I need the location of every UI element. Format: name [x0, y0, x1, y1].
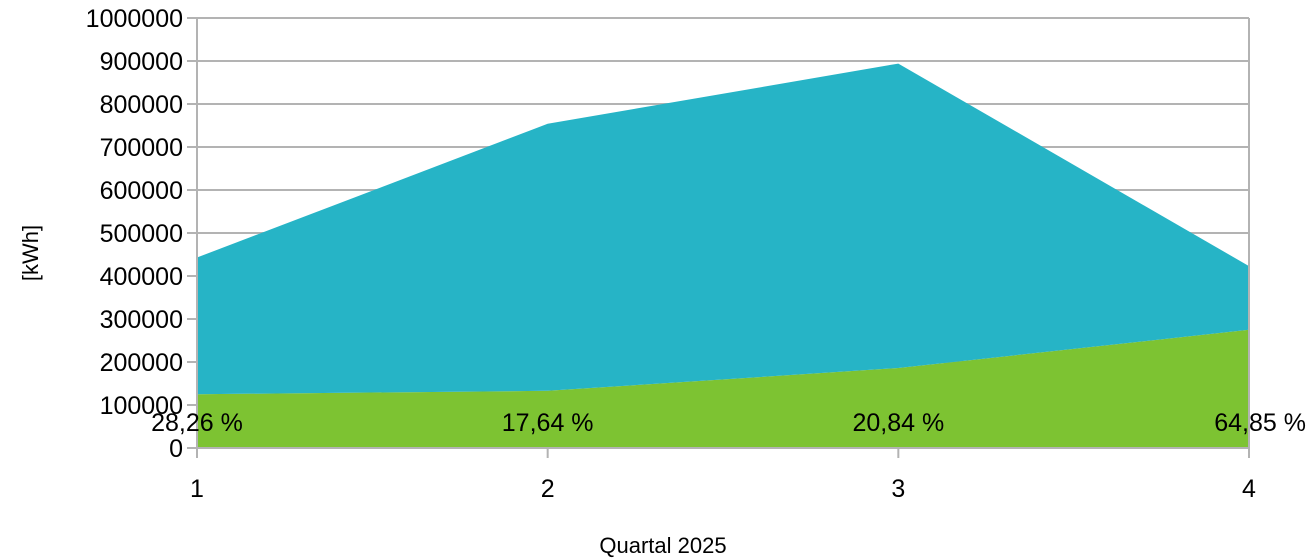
data-label-4: 64,85 % [1214, 409, 1306, 437]
series-areas [197, 63, 1249, 448]
y-tick-label-1: 100000 [100, 392, 183, 420]
y-tick-label-7: 700000 [100, 134, 183, 162]
y-tick-label-0: 0 [169, 435, 183, 463]
series-area-1 [197, 329, 1249, 448]
axes [187, 17, 1250, 458]
x-tick-labels: 1 2 3 4 [190, 475, 1256, 503]
y-tick-label-2: 200000 [100, 349, 183, 377]
x-axis-title: Quartal 2025 [599, 533, 726, 558]
y-axis-title: [kWh] [18, 225, 43, 281]
y-tick-label-5: 500000 [100, 220, 183, 248]
data-label-2: 17,64 % [502, 409, 594, 437]
x-tick-label-1: 1 [190, 475, 204, 503]
x-tick-label-2: 2 [541, 475, 555, 503]
x-tick-label-3: 3 [891, 475, 905, 503]
y-tick-label-10: 1000000 [86, 5, 183, 33]
y-tick-label-8: 800000 [100, 91, 183, 119]
data-label-1: 28,26 % [151, 409, 243, 437]
data-label-3: 20,84 % [852, 409, 944, 437]
y-tick-label-9: 900000 [100, 48, 183, 76]
y-tick-label-6: 600000 [100, 177, 183, 205]
y-tick-label-4: 400000 [100, 263, 183, 291]
x-tick-label-4: 4 [1242, 475, 1256, 503]
y-tick-labels: 0 100000 200000 300000 400000 500000 600000 700… [86, 5, 183, 463]
series-area-2 [197, 63, 1249, 395]
y-tick-label-3: 300000 [100, 306, 183, 334]
data-labels: 28,26 % 17,64 % 20,84 % 64,85 % [151, 409, 1306, 437]
